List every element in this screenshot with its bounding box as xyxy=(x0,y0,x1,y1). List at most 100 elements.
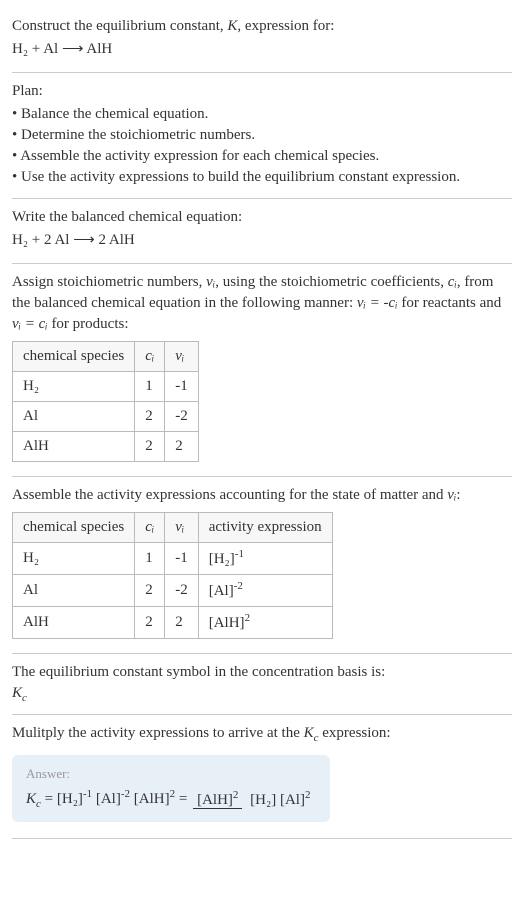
cell-species: Al xyxy=(13,402,135,432)
answer-expression: Kc = [H₂]-1 [Al]-2 [AlH]2 = [AlH]2 [H₂] … xyxy=(26,787,316,812)
activity-base: [Al] xyxy=(209,583,234,599)
cell-ci: 1 xyxy=(135,372,165,402)
col-ci: cᵢ xyxy=(135,513,165,543)
activity-exp: 2 xyxy=(245,612,251,624)
plan-section: Plan: Balance the chemical equation. Det… xyxy=(12,73,512,199)
activity-section: Assemble the activity expressions accoun… xyxy=(12,477,512,654)
intro-section: Construct the equilibrium constant, K, e… xyxy=(12,8,512,73)
write-balanced-text: Write the balanced chemical equation: xyxy=(12,207,512,228)
plan-item: Determine the stoichiometric numbers. xyxy=(12,125,512,146)
table-row: H₂ 1 -1 xyxy=(13,372,199,402)
assign-text-a: Assign stoichiometric numbers, xyxy=(12,274,206,290)
multiply-section: Mulitply the activity expressions to arr… xyxy=(12,715,512,839)
construct-text: Construct the equilibrium constant, xyxy=(12,18,227,34)
construct-line: Construct the equilibrium constant, K, e… xyxy=(12,16,512,37)
term1-exp: -1 xyxy=(83,788,92,800)
col-activity: activity expression xyxy=(198,513,332,543)
cell-nui: -1 xyxy=(165,372,199,402)
balanced-section: Write the balanced chemical equation: H₂… xyxy=(12,199,512,264)
multiply-text-a: Mulitply the activity expressions to arr… xyxy=(12,725,304,741)
c-i: cᵢ xyxy=(448,274,457,290)
Kc-K: K xyxy=(12,685,22,701)
unbalanced-equation: H₂ + Al ⟶ AlH xyxy=(12,39,512,60)
table-row: AlH 2 2 [AlH]2 xyxy=(13,607,333,639)
table-row: AlH 2 2 xyxy=(13,432,199,462)
rel-products: νᵢ = cᵢ xyxy=(12,316,48,332)
assign-text: Assign stoichiometric numbers, νᵢ, using… xyxy=(12,272,512,335)
term2-base: [Al] xyxy=(96,791,121,807)
cell-nui: -2 xyxy=(165,402,199,432)
frac-numerator: [AlH]2 xyxy=(193,792,242,809)
cell-nui: 2 xyxy=(165,607,199,639)
answer-box: Answer: Kc = [H₂]-1 [Al]-2 [AlH]2 = [AlH… xyxy=(12,755,330,823)
constant-basis-section: The equilibrium constant symbol in the c… xyxy=(12,654,512,715)
cell-species: AlH xyxy=(13,432,135,462)
num-base: [AlH] xyxy=(197,792,233,808)
activity-base: [H₂] xyxy=(209,551,235,567)
cell-nui: 2 xyxy=(165,432,199,462)
plan-title: Plan: xyxy=(12,81,512,102)
col-nui: νᵢ xyxy=(165,342,199,372)
den1-base: [H₂] xyxy=(250,792,276,808)
multiply-text-b: expression: xyxy=(319,725,391,741)
table-header-row: chemical species cᵢ νᵢ activity expressi… xyxy=(13,513,333,543)
assign-text-d: for reactants and xyxy=(398,295,502,311)
plan-item: Use the activity expressions to build th… xyxy=(12,167,512,188)
activity-base: [AlH] xyxy=(209,615,245,631)
cell-activity: [Al]-2 xyxy=(198,575,332,607)
col-species: chemical species xyxy=(13,342,135,372)
multiply-text: Mulitply the activity expressions to arr… xyxy=(12,723,512,746)
activity-table: chemical species cᵢ νᵢ activity expressi… xyxy=(12,512,333,639)
answer-label: Answer: xyxy=(26,765,316,783)
activity-text: Assemble the activity expressions accoun… xyxy=(12,485,512,506)
term2-exp: -2 xyxy=(121,788,130,800)
term1-base: [H₂] xyxy=(57,791,83,807)
eq-sign-2: = xyxy=(179,791,191,807)
Kc-K: K xyxy=(26,791,36,807)
col-nui: νᵢ xyxy=(165,513,199,543)
frac-denominator: [H₂] [Al]2 xyxy=(246,792,314,808)
nu-i: νᵢ xyxy=(206,274,215,290)
stoich-table: chemical species cᵢ νᵢ H₂ 1 -1 Al 2 -2 A… xyxy=(12,341,199,462)
col-species: chemical species xyxy=(13,513,135,543)
assign-text-b: , using the stoichiometric coefficients, xyxy=(215,274,448,290)
num-exp: 2 xyxy=(233,789,239,801)
Kc-symbol: Kc xyxy=(12,683,512,706)
plan-item: Assemble the activity expression for eac… xyxy=(12,146,512,167)
cell-nui: -2 xyxy=(165,575,199,607)
plan-list: Balance the chemical equation. Determine… xyxy=(12,104,512,188)
plan-item: Balance the chemical equation. xyxy=(12,104,512,125)
cell-ci: 1 xyxy=(135,543,165,575)
rel-reactants: νᵢ = -cᵢ xyxy=(357,295,398,311)
eq-sign: = xyxy=(41,791,57,807)
fraction: [AlH]2 [H₂] [Al]2 xyxy=(193,788,314,811)
den2-base: [Al] xyxy=(280,792,305,808)
table-row: Al 2 -2 xyxy=(13,402,199,432)
constant-basis-text: The equilibrium constant symbol in the c… xyxy=(12,662,512,683)
assign-section: Assign stoichiometric numbers, νᵢ, using… xyxy=(12,264,512,477)
term3-exp: 2 xyxy=(170,788,176,800)
cell-species: Al xyxy=(13,575,135,607)
cell-species: H₂ xyxy=(13,372,135,402)
cell-ci: 2 xyxy=(135,607,165,639)
cell-nui: -1 xyxy=(165,543,199,575)
cell-species: AlH xyxy=(13,607,135,639)
assign-text-e: for products: xyxy=(48,316,129,332)
cell-activity: [H₂]-1 xyxy=(198,543,332,575)
table-row: Al 2 -2 [Al]-2 xyxy=(13,575,333,607)
table-header-row: chemical species cᵢ νᵢ xyxy=(13,342,199,372)
activity-text-b: : xyxy=(456,487,460,503)
cell-activity: [AlH]2 xyxy=(198,607,332,639)
cell-ci: 2 xyxy=(135,402,165,432)
den2-exp: 2 xyxy=(305,789,311,801)
cell-ci: 2 xyxy=(135,432,165,462)
cell-species: H₂ xyxy=(13,543,135,575)
Kc-K: K xyxy=(304,725,314,741)
nu-i: νᵢ xyxy=(447,487,456,503)
expression-for-text: , expression for: xyxy=(237,18,334,34)
K-symbol: K xyxy=(227,18,237,34)
balanced-equation: H₂ + 2 Al ⟶ 2 AlH xyxy=(12,230,512,251)
term3-base: [AlH] xyxy=(134,791,170,807)
activity-exp: -1 xyxy=(235,548,244,560)
col-ci: cᵢ xyxy=(135,342,165,372)
